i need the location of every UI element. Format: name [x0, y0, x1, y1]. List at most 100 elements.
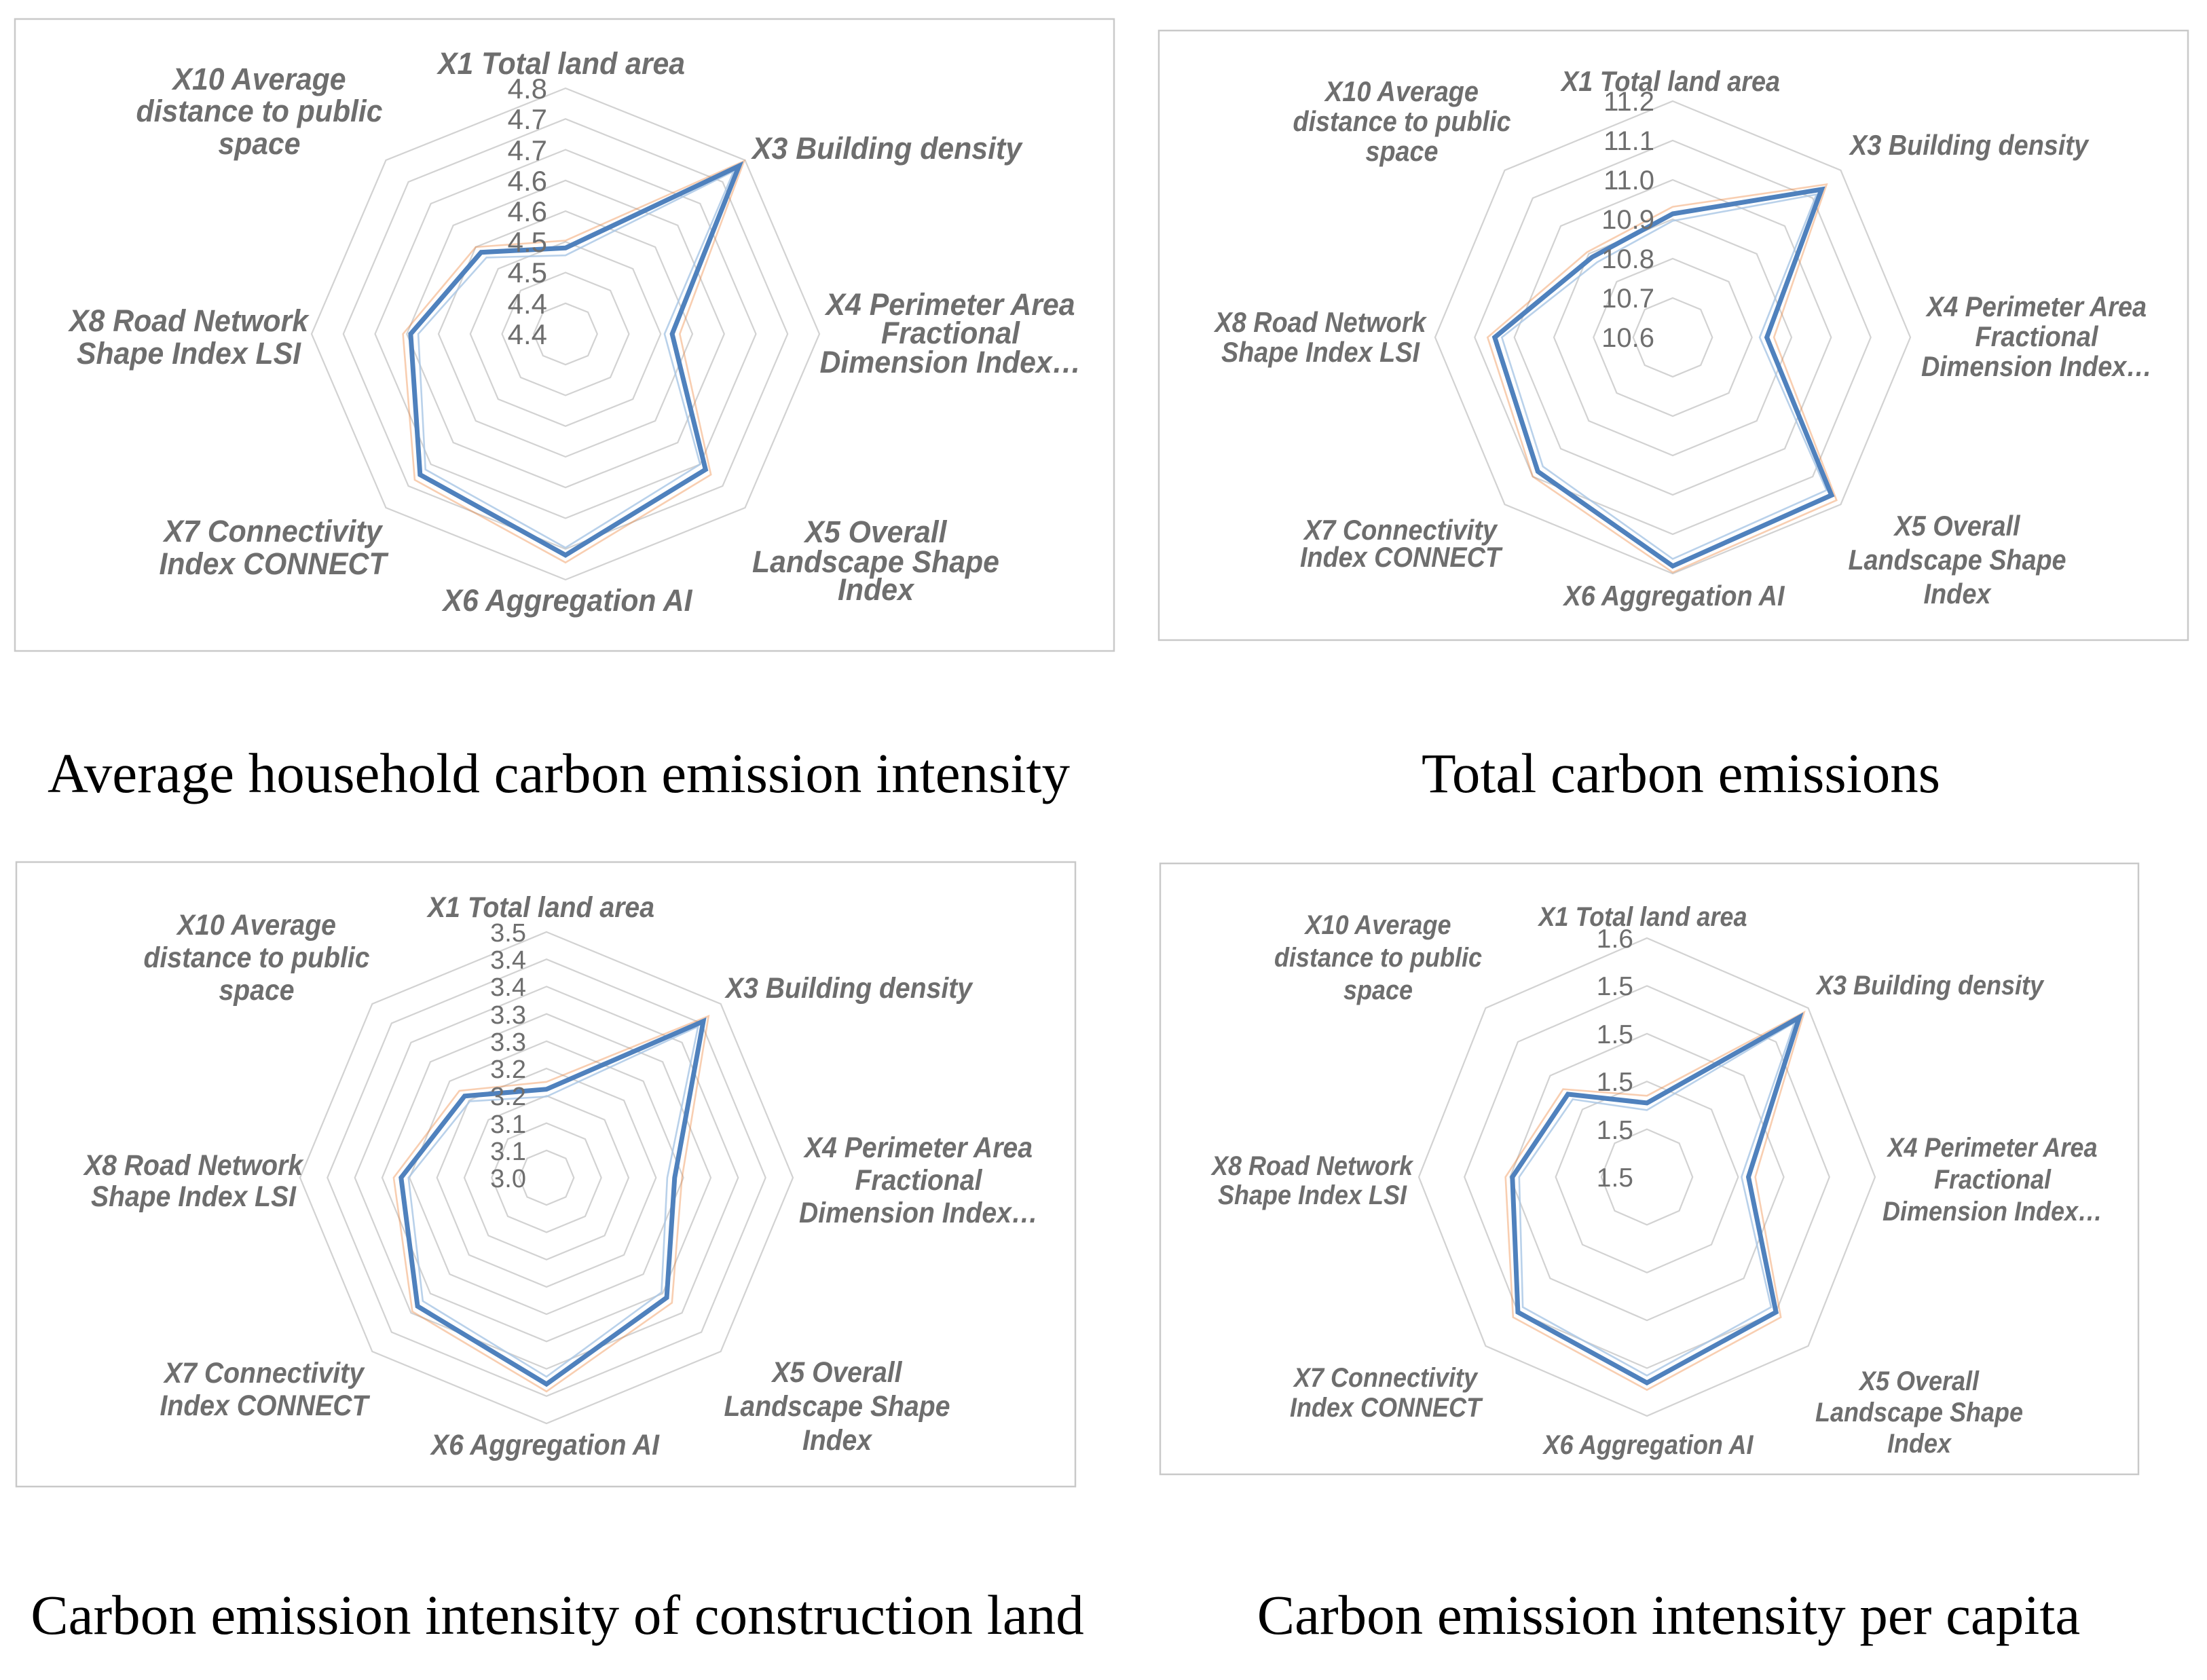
svg-text:4.4: 4.4 — [508, 318, 547, 350]
svg-text:Fractional: Fractional — [1976, 320, 2099, 352]
svg-text:4.5: 4.5 — [508, 226, 547, 258]
svg-text:X3 Building density: X3 Building density — [1849, 129, 2090, 161]
svg-text:X7 Connectivity: X7 Connectivity — [1293, 1363, 1478, 1393]
svg-text:X5 Overall: X5 Overall — [803, 515, 948, 549]
svg-text:X7 Connectivity: X7 Connectivity — [1303, 514, 1498, 546]
svg-text:1.5: 1.5 — [1597, 972, 1633, 1001]
svg-text:3.1: 3.1 — [490, 1138, 526, 1166]
svg-text:X8 Road Network: X8 Road Network — [1214, 306, 1428, 338]
svg-text:4.7: 4.7 — [508, 134, 547, 166]
svg-text:Carbon emission intensity per: Carbon emission intensity per capita — [1257, 1584, 2080, 1646]
svg-text:X10 Average: X10 Average — [171, 62, 346, 96]
svg-text:Average household carbon emiss: Average household carbon emission intens… — [48, 742, 1070, 804]
svg-text:11.2: 11.2 — [1603, 87, 1654, 117]
svg-text:Total carbon emissions: Total carbon emissions — [1422, 742, 1940, 804]
svg-text:X4 Perimeter Area: X4 Perimeter Area — [1887, 1133, 2098, 1163]
svg-text:Dimension Index…: Dimension Index… — [1921, 350, 2152, 382]
svg-text:Index: Index — [1887, 1429, 1952, 1459]
svg-text:3.5: 3.5 — [490, 919, 526, 948]
svg-text:Index: Index — [1924, 578, 1992, 610]
svg-text:space: space — [1343, 975, 1413, 1005]
svg-text:Index CONNECT: Index CONNECT — [1300, 541, 1503, 573]
svg-text:X10 Average: X10 Average — [176, 909, 336, 941]
svg-text:X6 Aggregation AI: X6 Aggregation AI — [430, 1429, 660, 1461]
svg-text:X1 Total land area: X1 Total land area — [426, 891, 654, 924]
svg-text:3.0: 3.0 — [490, 1165, 526, 1193]
svg-text:3.4: 3.4 — [490, 973, 526, 1002]
svg-text:3.1: 3.1 — [490, 1110, 526, 1139]
svg-text:3.2: 3.2 — [490, 1056, 526, 1084]
svg-text:4.8: 4.8 — [508, 73, 547, 105]
svg-text:1.5: 1.5 — [1597, 1116, 1633, 1145]
svg-text:3.4: 3.4 — [490, 946, 526, 975]
svg-text:Shape Index LSI: Shape Index LSI — [1221, 336, 1420, 368]
svg-text:Dimension Index…: Dimension Index… — [820, 345, 1081, 379]
svg-text:1.6: 1.6 — [1597, 925, 1633, 954]
svg-text:X6 Aggregation AI: X6 Aggregation AI — [1542, 1430, 1754, 1460]
svg-text:X1 Total land area: X1 Total land area — [1538, 902, 1747, 932]
svg-text:Index: Index — [802, 1424, 873, 1457]
svg-text:10.6: 10.6 — [1601, 323, 1654, 353]
svg-text:X7 Connectivity: X7 Connectivity — [163, 1357, 365, 1389]
svg-text:3.2: 3.2 — [490, 1083, 526, 1111]
svg-text:X8 Road Network: X8 Road Network — [1210, 1151, 1413, 1181]
svg-text:distance to public: distance to public — [1274, 943, 1482, 973]
svg-text:X8 Road Network: X8 Road Network — [67, 303, 310, 338]
svg-text:1.5: 1.5 — [1597, 1020, 1633, 1049]
svg-text:Index CONNECT: Index CONNECT — [160, 546, 389, 581]
svg-text:X5 Overall: X5 Overall — [1893, 510, 2021, 542]
svg-text:X1 Total land area: X1 Total land area — [436, 46, 685, 81]
svg-text:3.3: 3.3 — [490, 1028, 526, 1057]
svg-text:Index CONNECT: Index CONNECT — [1290, 1393, 1483, 1423]
svg-text:X10 Average: X10 Average — [1304, 910, 1451, 940]
svg-text:1.5: 1.5 — [1597, 1163, 1633, 1193]
svg-text:space: space — [219, 974, 295, 1007]
svg-text:10.8: 10.8 — [1601, 244, 1654, 274]
svg-text:X4 Perimeter Area: X4 Perimeter Area — [824, 287, 1075, 322]
svg-text:Fractional: Fractional — [1934, 1165, 2052, 1195]
svg-text:Index CONNECT: Index CONNECT — [160, 1389, 371, 1422]
svg-text:4.5: 4.5 — [508, 257, 547, 288]
svg-text:10.9: 10.9 — [1601, 205, 1654, 235]
svg-text:X6 Aggregation AI: X6 Aggregation AI — [1563, 580, 1785, 612]
svg-text:distance to public: distance to public — [136, 94, 383, 128]
svg-text:Shape Index LSI: Shape Index LSI — [91, 1180, 297, 1213]
svg-text:X8 Road Network: X8 Road Network — [83, 1149, 304, 1182]
svg-text:Index: Index — [838, 572, 915, 607]
svg-text:4.4: 4.4 — [508, 288, 547, 320]
svg-text:Landscape Shape: Landscape Shape — [1849, 544, 2066, 576]
svg-text:X4 Perimeter Area: X4 Perimeter Area — [803, 1132, 1033, 1164]
svg-text:X1 Total land area: X1 Total land area — [1560, 65, 1780, 97]
svg-text:X7 Connectivity: X7 Connectivity — [162, 514, 384, 548]
svg-text:Landscape Shape: Landscape Shape — [724, 1390, 950, 1423]
svg-text:X3 Building density: X3 Building density — [724, 972, 973, 1005]
svg-text:X5 Overall: X5 Overall — [771, 1356, 903, 1389]
svg-text:Fractional: Fractional — [855, 1164, 983, 1197]
svg-text:Dimension Index…: Dimension Index… — [799, 1197, 1038, 1229]
svg-text:X5 Overall: X5 Overall — [1858, 1366, 1980, 1396]
svg-text:X3 Building density: X3 Building density — [1815, 971, 2044, 1001]
svg-text:4.6: 4.6 — [508, 165, 547, 197]
svg-text:space: space — [1366, 135, 1439, 167]
svg-text:distance to public: distance to public — [144, 941, 370, 974]
svg-text:X4 Perimeter Area: X4 Perimeter Area — [1925, 291, 2147, 322]
svg-text:3.3: 3.3 — [490, 1001, 526, 1030]
svg-text:4.7: 4.7 — [508, 103, 547, 135]
svg-text:11.1: 11.1 — [1603, 126, 1654, 156]
svg-text:Fractional: Fractional — [881, 316, 1020, 350]
svg-text:Dimension Index…: Dimension Index… — [1883, 1197, 2102, 1227]
svg-text:Shape Index LSI: Shape Index LSI — [1218, 1180, 1407, 1210]
svg-text:Landscape Shape: Landscape Shape — [1815, 1398, 2023, 1427]
svg-text:10.7: 10.7 — [1601, 284, 1654, 314]
svg-text:Landscape Shape: Landscape Shape — [752, 544, 999, 579]
svg-text:Shape Index LSI: Shape Index LSI — [77, 336, 301, 371]
svg-text:X6 Aggregation AI: X6 Aggregation AI — [441, 583, 693, 618]
svg-text:X10 Average: X10 Average — [1324, 75, 1479, 107]
svg-text:distance to public: distance to public — [1293, 105, 1511, 137]
svg-text:1.5: 1.5 — [1597, 1068, 1633, 1097]
svg-text:11.0: 11.0 — [1603, 166, 1654, 195]
svg-text:Carbon emission intensity of c: Carbon emission intensity of constructio… — [31, 1584, 1083, 1646]
svg-text:X3 Building density: X3 Building density — [750, 131, 1023, 166]
svg-text:4.6: 4.6 — [508, 195, 547, 227]
svg-text:space: space — [219, 126, 301, 161]
